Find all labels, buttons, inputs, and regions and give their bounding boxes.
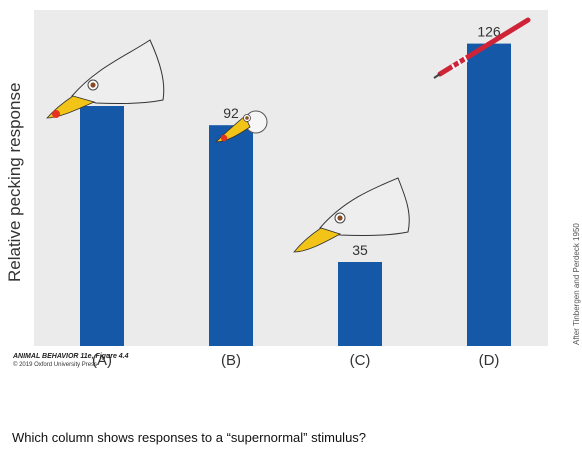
red-stick-icon [433, 17, 531, 79]
bar-value-label: 35 [352, 242, 368, 258]
x-tick-label: (C) [350, 352, 371, 369]
bar-value-label: 92 [223, 105, 239, 121]
x-tick-label: (D) [479, 352, 500, 369]
bar [80, 106, 124, 346]
bar-value-label: 126 [477, 24, 501, 40]
gull-head-icon [46, 39, 165, 119]
copyright-text: © 2019 Oxford University Press [13, 362, 98, 368]
x-tick-label: (B) [221, 352, 241, 369]
bar [467, 43, 511, 346]
question-text: Which column shows responses to a “super… [12, 430, 367, 445]
gull-head-icon [293, 177, 410, 253]
x-tick-label: (A) [92, 352, 112, 369]
bar [338, 262, 382, 346]
bar [209, 125, 253, 346]
beak-only-icon [215, 110, 268, 143]
figure-label: ANIMAL BEHAVIOR 11e, Figure 4.4 [13, 353, 129, 360]
